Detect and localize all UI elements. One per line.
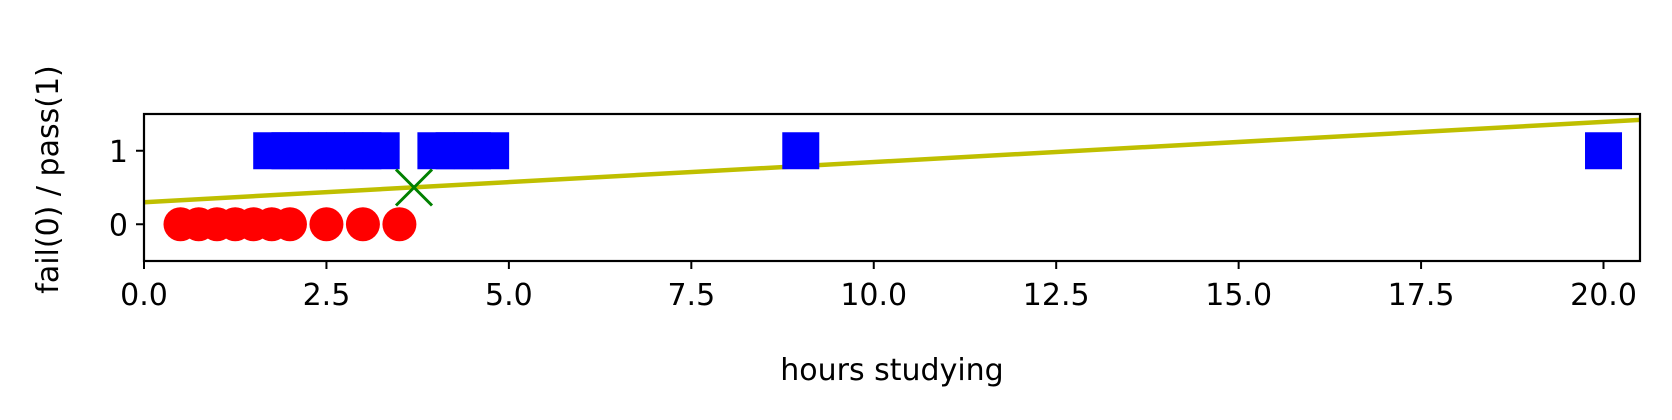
data-point-fail xyxy=(272,207,307,242)
data-point-pass xyxy=(472,132,510,170)
plot-frame xyxy=(142,112,1642,263)
y-axis-label: fail(0) / pass(1) xyxy=(31,65,66,293)
data-point-fail xyxy=(309,207,344,242)
x-axis-label: hours studying xyxy=(780,353,1003,388)
x-tick-label: 15.0 xyxy=(1205,278,1272,313)
y-tick-label: 1 xyxy=(109,135,128,170)
x-tick-label: 5.0 xyxy=(485,278,533,313)
data-point-pass xyxy=(362,132,400,170)
x-tick-label: 12.5 xyxy=(1023,278,1090,313)
data-point-fail xyxy=(382,207,417,242)
decision-boundary-marker xyxy=(394,168,434,207)
x-tick-label: 2.5 xyxy=(303,278,351,313)
axis-ticks: 0.0 2.5 5.0 7.5 10.0 12.5 15.0 17.5 20.0 0 1 xyxy=(109,135,1637,313)
y-tick-label: 0 xyxy=(109,208,128,243)
x-tick-label: 0.0 xyxy=(120,278,168,313)
data-point-pass xyxy=(1585,132,1623,170)
x-tick-label: 20.0 xyxy=(1570,278,1637,313)
x-tick-label: 10.0 xyxy=(840,278,907,313)
data-point-fail xyxy=(345,207,380,242)
plot-area xyxy=(144,117,1640,242)
x-tick-label: 7.5 xyxy=(667,278,715,313)
x-tick-label: 17.5 xyxy=(1388,278,1455,313)
data-point-pass xyxy=(782,132,820,170)
fit-line xyxy=(144,117,1640,205)
